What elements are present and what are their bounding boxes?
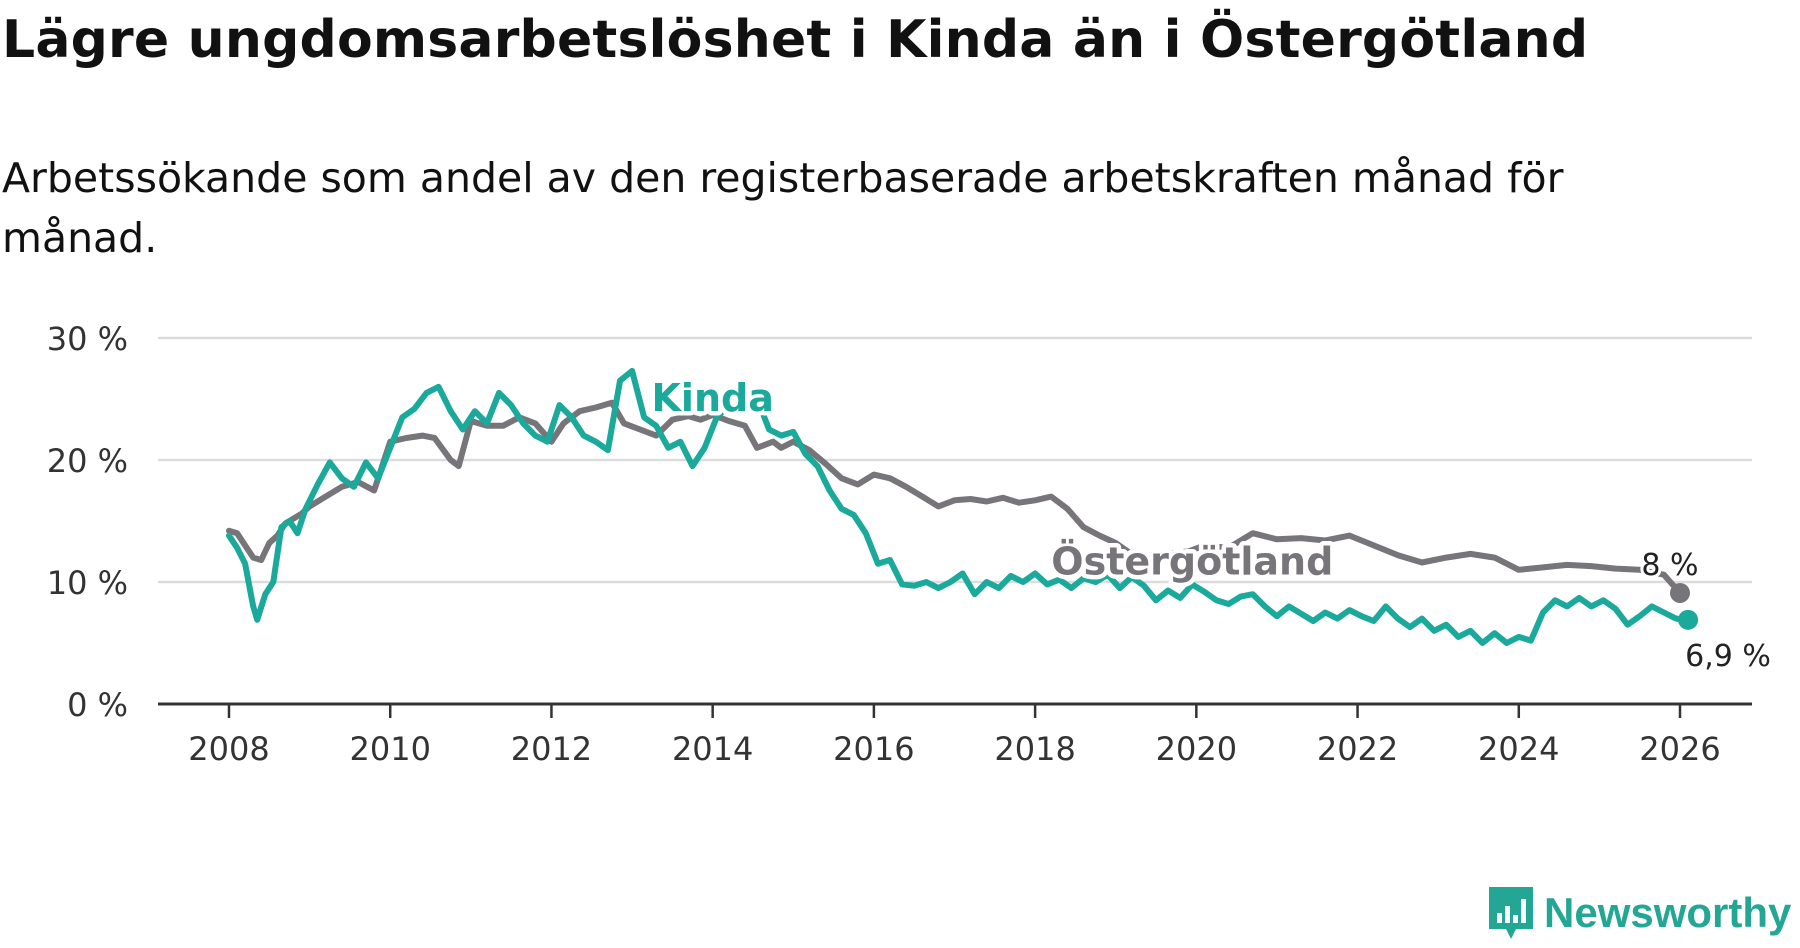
x-tick-label: 2024 [1478,730,1559,768]
end-value-label: 8 % [1641,548,1698,583]
chart-subtitle: Arbetssökande som andel av den registerb… [2,154,1564,262]
end-value-label: 6,9 % [1685,639,1771,674]
series-label: Östergötland [1051,540,1333,584]
series-label: Kinda [651,376,773,420]
newsworthy-brand: Newsworthy [1486,884,1791,942]
x-tick-label: 2016 [833,730,914,768]
series-end-marker-kinda [1678,609,1699,630]
x-tick-label: 2014 [672,730,753,768]
y-tick-label: 30 % [47,320,128,358]
series-line--sterg-tland [226,399,1683,596]
x-tick-label: 2022 [1317,730,1398,768]
line-chart: 0 % 10 % 20 % 30 % 2008 2010 2012 2014 2016 2018 2… [47,320,1774,768]
series-line-kinda [226,367,1692,646]
chart-title: Lägre ungdomsarbetslöshet i Kinda än i Ö… [2,10,1589,70]
y-tick-label: 0 % [67,686,128,724]
bar-chart-logo-icon [1489,887,1533,939]
series-end-marker--sterg-tland [1670,582,1690,603]
y-tick-label: 20 % [47,442,128,480]
x-tick-label: 2026 [1639,730,1720,768]
brand-name: Newsworthy [1544,889,1792,936]
y-tick-label: 10 % [47,564,128,602]
x-tick-label: 2008 [188,730,269,768]
x-tick-label: 2010 [350,730,431,768]
x-tick-label: 2020 [1156,730,1237,768]
x-tick-label: 2018 [994,730,1075,768]
x-tick-label: 2012 [511,730,592,768]
